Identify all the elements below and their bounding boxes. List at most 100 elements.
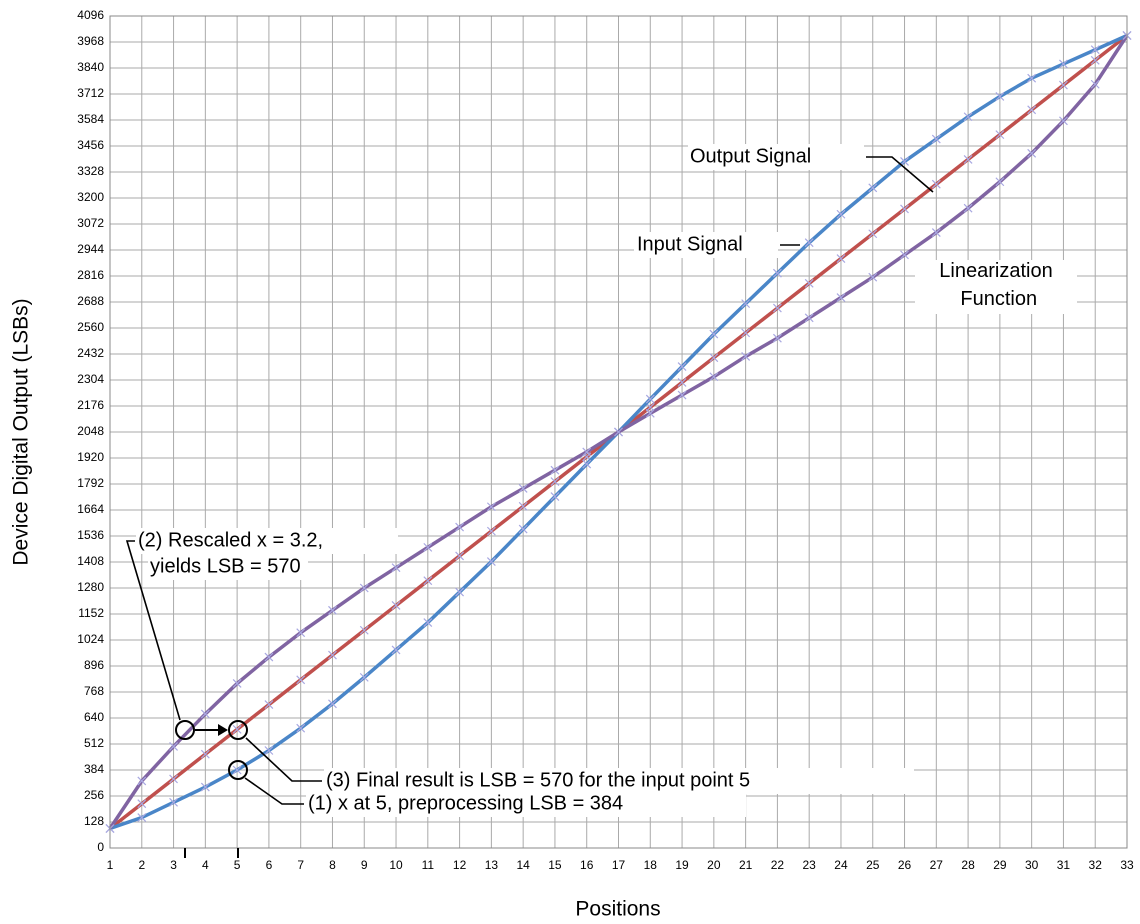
point-marker	[709, 353, 719, 363]
x-tick-label: 17	[612, 858, 626, 872]
x-tick-label: 28	[961, 858, 975, 872]
y-tick-label: 2944	[77, 242, 104, 256]
point-marker	[296, 675, 306, 685]
point-marker	[645, 394, 655, 404]
point-marker	[264, 652, 274, 662]
point-marker	[995, 92, 1005, 101]
point-marker	[836, 209, 846, 219]
label-background	[306, 791, 746, 817]
point-marker	[391, 563, 401, 573]
x-tick-label: 30	[1025, 858, 1039, 872]
x-tick-label: 11	[422, 858, 435, 872]
annotation: (1) x at 5, preprocessing LSB = 384	[308, 792, 623, 814]
point-marker	[772, 303, 782, 313]
y-tick-label: 3328	[77, 164, 104, 178]
point-marker	[232, 724, 242, 734]
x-axis-label: Positions	[575, 898, 660, 921]
point-marker	[296, 723, 306, 733]
x-tick-label: 10	[389, 858, 403, 872]
x-tick-label: 19	[675, 858, 689, 872]
x-tick-label: 3	[170, 858, 177, 872]
point-marker	[455, 522, 465, 532]
y-tick-label: 3584	[77, 112, 104, 126]
point-marker	[868, 229, 878, 239]
point-marker	[328, 605, 337, 615]
label-background	[148, 554, 308, 580]
point-marker	[931, 228, 941, 237]
x-tick-label: 29	[993, 858, 1007, 872]
point-marker	[804, 278, 814, 288]
point-marker	[391, 601, 401, 610]
point-marker	[804, 238, 814, 248]
y-tick-label: 1920	[77, 450, 104, 464]
x-tick-label: 2	[138, 858, 145, 872]
y-tick-label: 512	[84, 736, 104, 750]
point-marker	[232, 765, 242, 775]
point-marker	[741, 299, 751, 309]
x-tick-label: 21	[739, 858, 753, 872]
point-marker	[741, 352, 751, 361]
point-marker	[169, 797, 178, 807]
point-marker	[423, 618, 433, 627]
point-marker	[328, 650, 337, 660]
point-marker	[995, 130, 1005, 140]
point-marker	[963, 112, 973, 122]
y-tick-label: 2688	[77, 294, 104, 308]
point-marker	[1059, 116, 1068, 126]
point-marker	[931, 179, 941, 189]
point-marker	[772, 333, 782, 343]
point-marker	[232, 679, 242, 688]
y-tick-label: 1408	[77, 554, 104, 568]
point-marker	[995, 177, 1005, 187]
annotation-circle	[228, 720, 248, 740]
x-tick-label: 8	[329, 858, 336, 872]
point-marker	[868, 272, 878, 282]
point-marker	[836, 254, 846, 263]
point-marker	[423, 542, 433, 552]
leader-line	[125, 540, 181, 721]
y-tick-label: 3968	[77, 34, 104, 48]
y-tick-label: 384	[84, 762, 104, 776]
label-background	[688, 144, 864, 170]
y-tick-label: 128	[84, 814, 104, 828]
point-marker	[296, 628, 306, 638]
point-marker	[709, 372, 719, 382]
annotation: (2) Rescaled x = 3.2,	[138, 529, 323, 551]
y-tick-label: 0	[97, 840, 104, 854]
point-marker	[1090, 79, 1100, 89]
point-marker	[900, 157, 909, 166]
y-tick-label: 640	[84, 710, 104, 724]
x-tick-label: 26	[898, 858, 912, 872]
annotation-circle	[175, 720, 195, 740]
y-tick-label: 2816	[77, 268, 104, 282]
y-tick-label: 2176	[77, 398, 104, 412]
x-tick-label: 31	[1057, 858, 1071, 872]
y-axis-label: Device Digital Output (LSBs)	[10, 298, 33, 565]
point-marker	[200, 782, 210, 792]
point-marker	[518, 524, 528, 534]
arrow-head	[218, 724, 228, 736]
x-tick-label: 33	[1120, 858, 1134, 872]
y-tick-label: 256	[84, 788, 104, 802]
x-tick-label: 12	[453, 858, 467, 872]
point-marker	[1090, 55, 1100, 65]
point-marker	[518, 484, 528, 493]
x-tick-label: 18	[644, 858, 658, 872]
point-marker	[486, 526, 496, 536]
y-tick-label: 3072	[77, 216, 104, 230]
x-tick-label: 24	[834, 858, 848, 872]
point-marker	[264, 746, 274, 755]
y-tick-label: 2304	[77, 372, 104, 386]
point-marker	[328, 699, 337, 709]
point-marker	[804, 313, 814, 323]
x-tick-label: 20	[707, 858, 721, 872]
point-marker	[1027, 73, 1037, 83]
y-tick-label: 4096	[77, 8, 104, 22]
point-marker	[645, 408, 655, 418]
annotation: (3) Final result is LSB = 570 for the in…	[326, 769, 750, 791]
x-tick-label: 5	[234, 858, 241, 872]
x-tick-label: 32	[1089, 858, 1103, 872]
x-tick-label: 27	[930, 858, 944, 872]
annotation: yields LSB = 570	[150, 555, 301, 577]
